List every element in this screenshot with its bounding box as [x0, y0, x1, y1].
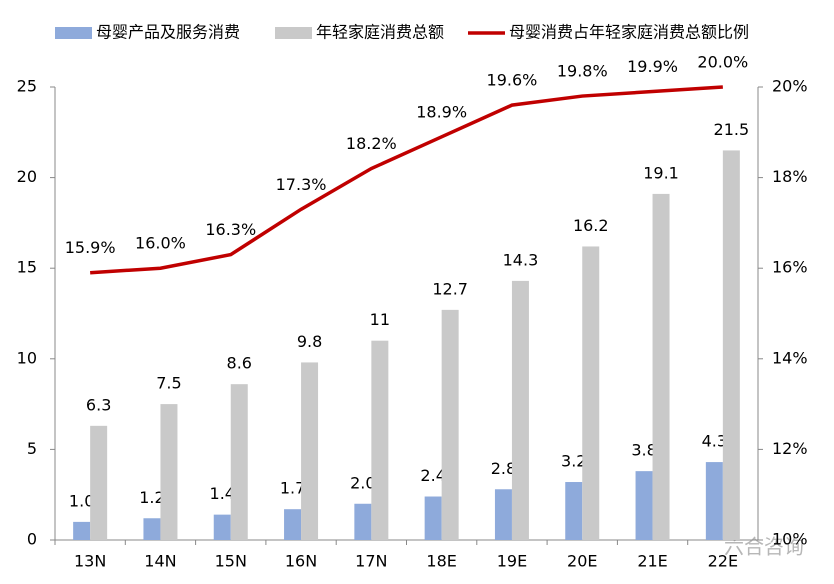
bar	[143, 518, 161, 540]
line-value-label: 16.3%	[205, 220, 256, 239]
bar-value-label: 3.2	[561, 452, 586, 471]
bar	[424, 496, 442, 540]
bar-value-label: 14.3	[503, 250, 539, 269]
y2-tick-label: 14%	[772, 348, 808, 367]
bar-value-label: 2.0	[350, 473, 375, 492]
line-value-label: 19.6%	[487, 71, 538, 90]
legend-label: 母婴产品及服务消费	[96, 23, 240, 42]
y-tick-label: 20	[17, 167, 37, 186]
bar-value-label: 19.1	[643, 163, 679, 182]
x-tick-label: 20E	[567, 552, 597, 571]
line-value-label: 19.8%	[557, 62, 608, 81]
bar	[705, 462, 723, 540]
bar-value-label: 1.7	[280, 479, 305, 498]
bar-value-label: 2.4	[420, 466, 445, 485]
bar	[160, 404, 178, 540]
bar	[301, 362, 319, 540]
bar	[354, 503, 372, 540]
bar	[90, 425, 108, 540]
x-tick-label: 15N	[215, 552, 247, 571]
bar-value-label: 1.0	[69, 491, 94, 510]
bar	[73, 521, 91, 540]
y2-tick-label: 18%	[772, 167, 808, 186]
bar	[582, 246, 600, 540]
bar-value-label: 8.6	[227, 354, 252, 373]
bar	[494, 489, 512, 540]
line-value-label: 15.9%	[65, 238, 116, 257]
line-value-label: 18.9%	[416, 102, 467, 121]
bar-value-label: 1.4	[210, 484, 235, 503]
bar	[635, 471, 653, 540]
bar-value-label: 7.5	[156, 374, 181, 393]
x-tick-label: 13N	[74, 552, 106, 571]
line-value-label: 16.0%	[135, 234, 186, 253]
x-tick-label: 16N	[285, 552, 317, 571]
line-value-label: 20.0%	[697, 53, 748, 72]
x-tick-label: 17N	[355, 552, 387, 571]
y2-tick-label: 20%	[772, 77, 808, 96]
legend-label: 母婴消费占年轻家庭消费总额比例	[509, 23, 749, 42]
bar-value-label: 16.2	[573, 216, 609, 235]
bar-value-label: 21.5	[714, 120, 750, 139]
y2-tick-label: 16%	[772, 258, 808, 277]
bar-value-label: 3.8	[631, 441, 656, 460]
bar	[652, 193, 670, 540]
x-tick-label: 21E	[637, 552, 667, 571]
line	[90, 85, 723, 275]
y-tick-label: 25	[17, 77, 37, 96]
bar	[213, 514, 231, 540]
bar	[441, 309, 459, 540]
legend-swatch	[55, 27, 92, 39]
bar	[230, 384, 248, 540]
x-tick-label: 18E	[426, 552, 456, 571]
bar-value-label: 9.8	[297, 332, 322, 351]
bar	[722, 150, 740, 541]
bar	[565, 482, 583, 540]
bar	[284, 509, 302, 540]
legend-label: 年轻家庭消费总额	[316, 23, 444, 42]
bar-value-label: 12.7	[432, 279, 468, 298]
x-tick-label: 14N	[144, 552, 176, 571]
x-tick-label: 19E	[497, 552, 527, 571]
legend-swatch	[275, 27, 312, 39]
line-value-label: 18.2%	[346, 134, 397, 153]
bar-value-label: 4.3	[702, 432, 727, 451]
bar-value-label: 2.8	[491, 459, 516, 478]
bar-value-label: 6.3	[86, 395, 111, 414]
bar	[371, 340, 389, 540]
bar-value-label: 1.2	[139, 488, 164, 507]
line-value-label: 17.3%	[276, 175, 327, 194]
line-value-label: 19.9%	[627, 57, 678, 76]
y-tick-label: 10	[17, 348, 37, 367]
bar-value-label: 11	[370, 310, 390, 329]
y-tick-label: 0	[27, 530, 37, 549]
y2-tick-label: 12%	[772, 439, 808, 458]
y-tick-label: 5	[27, 439, 37, 458]
y2-tick-label: 10%	[772, 530, 808, 549]
bar	[511, 280, 529, 540]
x-tick-label: 22E	[708, 552, 738, 571]
y-tick-label: 15	[17, 258, 37, 277]
